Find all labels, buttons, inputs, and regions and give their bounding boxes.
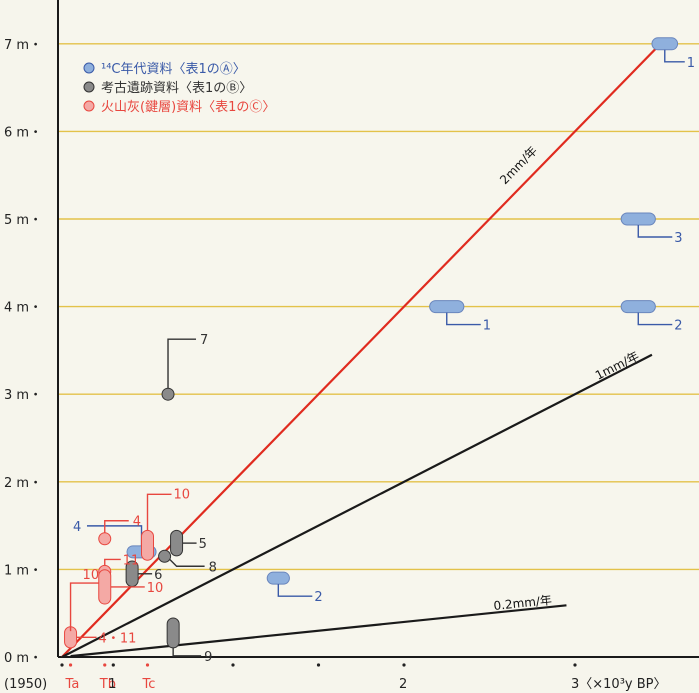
x-tick-dot [111,663,115,667]
y-tick-label: 0 m・ [4,651,42,666]
x-tick-dot [402,663,406,667]
point-label: 1 [687,56,695,71]
leader-line [277,584,313,597]
c14-sample [620,212,656,226]
point-label: 10 [147,581,164,596]
legend: ¹⁴C年代資料〈表1のⒶ〉考古遺跡資料〈表1のⒷ〉火山灰(鍵層)資料〈表1のⒸ〉 [83,62,275,115]
point-label: 7 [200,333,208,348]
tephra-range [98,569,112,605]
x-tick-dot [60,663,64,667]
archaeology-range [166,617,180,649]
point-label: 4 [133,515,141,530]
point-label: 1 [483,319,491,334]
x-tick-dot [573,663,577,667]
archaeology-sample [161,387,175,401]
tephra-sample [98,532,112,546]
leader-line [167,338,197,389]
point-label: 9 [204,650,212,665]
y-tick-label: 3 m・ [4,388,42,403]
y-tick-label: 5 m・ [4,213,42,228]
point-label: 11 [123,553,140,568]
point-label: 3 [674,231,682,246]
archaeology-sample [158,549,172,563]
y-tick-label: 1 m・ [4,563,42,578]
x-tick-label: Ta [65,677,80,692]
leader-line [664,49,685,63]
c14-sample [620,300,656,314]
x-tick-label: Tb [99,677,116,692]
x-tick-dot [103,663,107,667]
x-tick-labels: (1950) Ta Tb1 Tc 2 3〈×10³y BP〉 [4,663,667,692]
x-tick-label: 2 [399,677,407,692]
rate-line [61,353,653,658]
leader-line [104,558,121,566]
point-label: 6 [154,568,162,583]
x-tick-label: (1950) [4,677,47,692]
leader-line [637,225,673,238]
point-label: 5 [199,537,207,552]
legend-label: ¹⁴C年代資料〈表1のⒶ〉 [101,62,246,77]
archaeology-range [170,529,184,557]
rate-line [70,604,567,658]
y-tick-labels: 0 m・ 1 m・ 2 m・ 3 m・ 4 m・ 5 m・ 6 m・ 7 m・ [4,38,42,666]
x-unit-label: 3〈×10³y BP〉 [571,677,667,692]
plot-background [58,0,699,657]
y-tick-label: 2 m・ [4,476,42,491]
legend-label: 火山灰(鍵層)資料〈表1のⒸ〉 [101,99,275,115]
point-label: 4 [73,520,81,535]
y-tick-label: 6 m・ [4,125,42,140]
x-tick-label: Tc [142,677,156,692]
x-tick-label: 1 [108,677,116,692]
tephra-range [141,529,154,561]
y-tick-label: 4 m・ [4,301,42,316]
leader-line [146,493,172,531]
data-marks: 1 2 3 1 4 2 7 85 6 9 4・11 10 4 11 10 10 [64,37,695,665]
point-label: 10 [83,568,100,583]
c14-sample [429,300,465,314]
point-label: 4・11 [99,631,137,646]
x-tick-dot [68,663,73,667]
y-tick-label: 7 m・ [4,38,42,53]
point-label: 8 [209,560,217,575]
c14-sample [266,571,290,585]
legend-marker [83,81,95,93]
legend-marker [83,62,95,74]
leader-line [637,312,673,326]
leader-line [104,520,129,533]
x-tick-dot [316,663,321,667]
x-tick-dot [145,663,150,667]
c14-sample [651,37,679,51]
point-label: 2 [674,319,682,334]
leader-line [69,582,103,632]
point-label: 2 [314,590,322,605]
leader-line [169,558,205,567]
x-tick-dot [231,663,235,667]
legend-label: 考古遺跡資料〈表1のⒷ〉 [101,80,252,96]
legend-marker [83,100,95,112]
leader-line [446,312,481,326]
leader-line [172,647,202,657]
rate-line-label: 0.2mm/年 [493,593,553,613]
point-label: 10 [174,487,191,502]
